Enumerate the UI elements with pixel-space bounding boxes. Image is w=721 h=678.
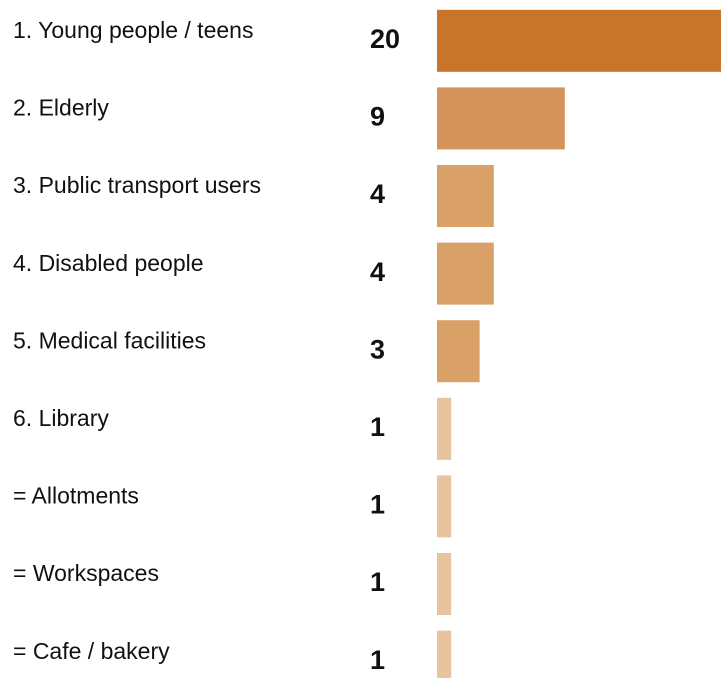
value-label: 1: [370, 567, 385, 597]
value-label: 9: [370, 102, 385, 132]
chart-rows: 1. Young people / teens 20 2. Elderly 9 3. P…: [13, 9, 721, 678]
category-label: 1. Young people / teens: [13, 17, 253, 43]
value-label: 4: [370, 179, 385, 209]
category-label: 6. Library: [13, 405, 109, 431]
category-label: 4. Disabled people: [13, 250, 204, 276]
value-label: 1: [370, 412, 385, 442]
bar-row: = Allotments 1: [13, 475, 452, 538]
bar-row: 1. Young people / teens 20: [13, 9, 721, 72]
bar: [437, 87, 565, 150]
bar-row: 5. Medical facilities 3: [13, 320, 480, 383]
value-label: 20: [370, 24, 400, 54]
bar-row: 6. Library 1: [13, 397, 452, 460]
bar: [437, 9, 721, 72]
bar-row: 2. Elderly 9: [13, 87, 565, 150]
category-label: 3. Public transport users: [13, 172, 261, 198]
value-label: 3: [370, 334, 385, 364]
bar-row: = Workspaces 1: [13, 553, 452, 615]
bar: [437, 630, 452, 678]
category-label: = Workspaces: [13, 560, 159, 586]
bar-row: = Cafe / bakery 1: [13, 630, 452, 678]
value-label: 1: [370, 490, 385, 520]
bar: [437, 397, 452, 460]
category-label: = Allotments: [13, 483, 139, 509]
category-label: = Cafe / bakery: [13, 638, 170, 664]
bar: [437, 320, 480, 383]
bar: [437, 165, 494, 227]
bar-row: 4. Disabled people 4: [13, 242, 494, 305]
category-label: 2. Elderly: [13, 95, 109, 121]
bar-row: 3. Public transport users 4: [13, 165, 494, 227]
bar: [437, 475, 452, 538]
value-label: 1: [370, 645, 385, 675]
value-label: 4: [370, 257, 385, 287]
bar: [437, 553, 452, 615]
bar: [437, 242, 494, 305]
category-label: 5. Medical facilities: [13, 327, 206, 353]
